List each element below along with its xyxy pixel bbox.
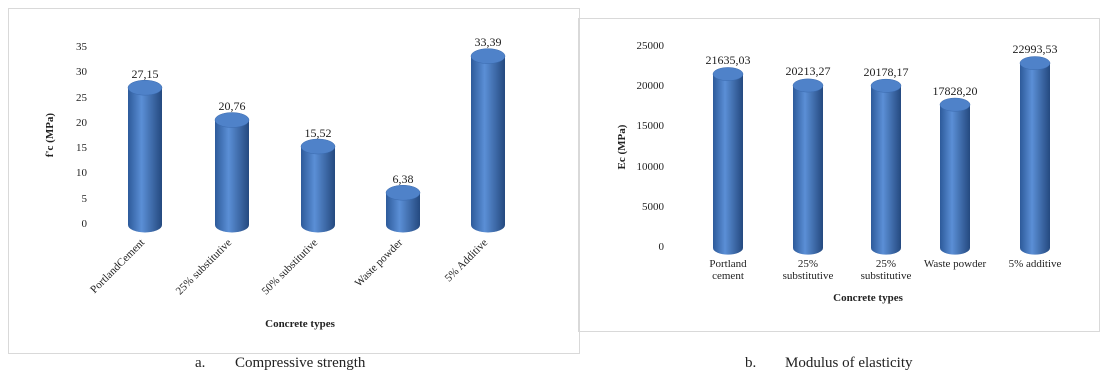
y-tick-label: 20000 bbox=[636, 80, 665, 93]
bar-bottom bbox=[128, 217, 162, 233]
bar-top bbox=[300, 138, 336, 155]
caption-label: b. bbox=[745, 355, 757, 371]
caption-label: a. bbox=[195, 355, 206, 371]
bar-body bbox=[940, 104, 970, 248]
bar-body bbox=[215, 120, 249, 225]
bar bbox=[712, 67, 744, 255]
bar-bottom bbox=[940, 241, 970, 255]
y-tick-label: 0 bbox=[658, 241, 665, 253]
data-label: 15,52 bbox=[304, 125, 332, 140]
bar bbox=[127, 79, 163, 233]
x-tick-label: Portland cement bbox=[709, 258, 747, 283]
bar-body bbox=[301, 146, 335, 225]
bar bbox=[470, 48, 506, 233]
chart-frame bbox=[8, 8, 580, 354]
data-label: 20,76 bbox=[218, 99, 246, 113]
data-label: 22993,53 bbox=[1012, 42, 1058, 57]
bar-top bbox=[792, 78, 824, 93]
y-tick-label: 10000 bbox=[636, 160, 665, 173]
bar bbox=[214, 112, 250, 233]
bar-bottom bbox=[471, 217, 505, 233]
bar bbox=[939, 97, 971, 255]
bar-top bbox=[385, 185, 421, 201]
x-tick-label: 25% substitutive bbox=[782, 258, 834, 283]
bar-top bbox=[214, 112, 250, 128]
bar-top bbox=[1019, 56, 1051, 70]
bar-bottom bbox=[713, 241, 743, 255]
bar-bottom bbox=[871, 241, 901, 255]
data-label: 33,39 bbox=[474, 35, 502, 50]
y-tick-label: 20 bbox=[76, 116, 87, 129]
y-tick-label: 10 bbox=[76, 167, 87, 180]
bar-top bbox=[712, 67, 744, 81]
bar-top bbox=[939, 97, 971, 112]
data-label: 21635,03 bbox=[705, 53, 751, 68]
y-tick-label: 5 bbox=[81, 192, 88, 205]
caption: Compressive strength bbox=[235, 355, 366, 371]
x-axis-label: Concrete types bbox=[833, 292, 903, 304]
bar-bottom bbox=[793, 241, 823, 255]
bar-bottom bbox=[1020, 241, 1050, 255]
y-axis-label: f'c (MPa) bbox=[43, 112, 56, 158]
bar-body bbox=[128, 87, 162, 225]
bar-bottom bbox=[386, 217, 420, 233]
bar-bottom bbox=[301, 217, 335, 233]
bar-top bbox=[127, 79, 163, 96]
data-label: 6,38 bbox=[392, 171, 414, 186]
x-tick-label: Waste powder bbox=[923, 258, 987, 270]
y-tick-label: 5000 bbox=[642, 200, 664, 213]
x-tick-label: 25% substitutive bbox=[860, 258, 912, 283]
y-axis-label: Ec (MPa) bbox=[615, 124, 628, 170]
bar-body bbox=[713, 74, 743, 249]
data-label: 27,15 bbox=[131, 66, 159, 81]
bar-bottom bbox=[215, 217, 249, 233]
bar bbox=[385, 185, 421, 233]
bar bbox=[870, 78, 902, 255]
y-tick-label: 0 bbox=[81, 218, 88, 230]
bar-body bbox=[1020, 63, 1050, 248]
caption: Modulus of elasticity bbox=[785, 355, 913, 371]
x-axis-label: Concrete types bbox=[265, 318, 335, 330]
chart-frame bbox=[578, 18, 1100, 332]
bar-body bbox=[793, 85, 823, 248]
bar bbox=[792, 78, 824, 255]
data-label: 17828,20 bbox=[932, 83, 978, 98]
y-tick-label: 15 bbox=[76, 142, 87, 155]
x-tick-label: 5% additive bbox=[1008, 258, 1062, 270]
bar-body bbox=[871, 85, 901, 248]
bar bbox=[1019, 56, 1051, 255]
bar-body bbox=[471, 56, 505, 225]
y-tick-label: 25000 bbox=[636, 40, 665, 52]
bar-top bbox=[870, 78, 902, 93]
y-tick-label: 35 bbox=[76, 41, 87, 53]
bar-top bbox=[470, 48, 506, 64]
y-tick-label: 30 bbox=[76, 66, 87, 79]
data-label: 20213,27 bbox=[785, 64, 831, 79]
y-tick-label: 25 bbox=[76, 91, 87, 104]
data-label: 20178,17 bbox=[863, 64, 909, 79]
bar bbox=[300, 138, 336, 233]
y-tick-label: 15000 bbox=[636, 120, 665, 133]
